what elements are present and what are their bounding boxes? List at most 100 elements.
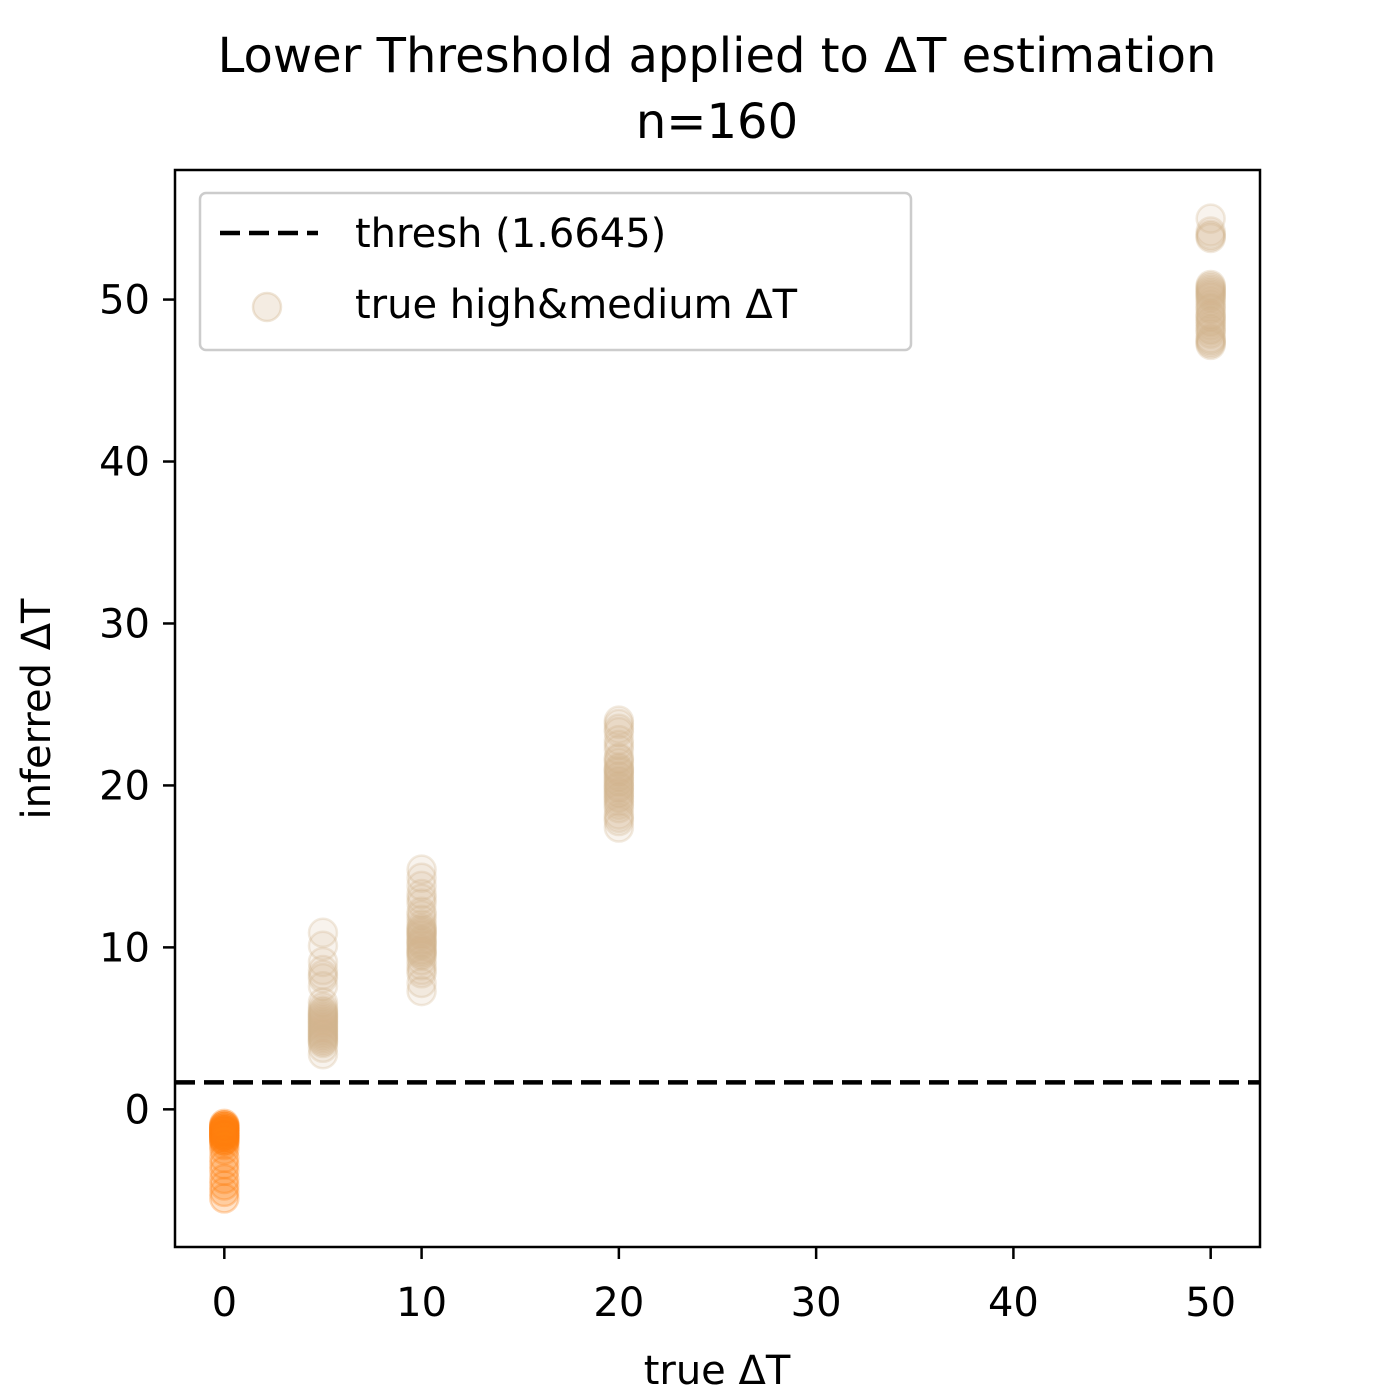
data-point <box>209 1115 240 1146</box>
data-point <box>307 1005 339 1036</box>
data-point <box>406 883 437 915</box>
data-point <box>307 959 339 991</box>
data-point <box>209 1129 240 1161</box>
data-point <box>406 919 437 950</box>
data-point <box>1195 219 1226 251</box>
data-point <box>1195 324 1226 356</box>
x-tick-label: 50 <box>1185 1280 1236 1326</box>
data-point <box>209 1120 240 1151</box>
data-point <box>603 757 635 788</box>
data-point <box>406 975 437 1007</box>
x-tick-label: 40 <box>988 1280 1039 1326</box>
data-point <box>603 770 635 801</box>
data-point <box>406 899 437 931</box>
y-tick-label: 40 <box>99 440 150 486</box>
data-point <box>406 870 437 902</box>
chart-subtitle: n=160 <box>636 94 798 150</box>
data-point <box>307 1026 339 1057</box>
points-layer <box>209 203 1226 1214</box>
data-point <box>209 1134 240 1166</box>
data-point <box>209 1116 240 1148</box>
data-point <box>209 1116 240 1148</box>
data-point <box>1195 272 1226 304</box>
data-point <box>406 940 437 971</box>
data-point <box>209 1142 240 1174</box>
data-point <box>209 1123 240 1154</box>
data-point <box>307 1021 339 1052</box>
data-point <box>1195 221 1226 252</box>
data-point <box>406 924 437 955</box>
y-tick-label: 20 <box>99 763 150 809</box>
data-point <box>307 1014 339 1046</box>
data-point <box>1195 279 1226 310</box>
data-point <box>406 920 437 952</box>
data-point <box>307 917 339 949</box>
data-point <box>406 936 437 968</box>
y-tick-label: 50 <box>99 278 150 324</box>
data-point <box>209 1149 240 1180</box>
data-point <box>1195 274 1226 306</box>
data-point <box>603 773 635 804</box>
data-point <box>209 1113 240 1145</box>
data-point <box>1195 294 1226 325</box>
data-point <box>307 930 339 962</box>
data-point <box>307 954 339 986</box>
data-point <box>1195 300 1226 332</box>
data-point <box>406 927 437 958</box>
y-tick-label: 30 <box>99 601 150 647</box>
data-point <box>603 713 635 744</box>
data-point <box>307 1009 339 1041</box>
data-point <box>1195 285 1226 317</box>
data-point <box>1195 281 1226 312</box>
data-point <box>209 1124 240 1156</box>
data-point <box>406 967 437 999</box>
x-tick-label: 10 <box>396 1280 447 1326</box>
data-point <box>406 854 437 885</box>
data-point <box>209 1115 240 1146</box>
data-point <box>1195 271 1226 302</box>
legend-box <box>198 191 913 352</box>
data-point <box>1195 305 1226 336</box>
data-point <box>307 1024 339 1055</box>
data-point <box>307 995 339 1026</box>
data-point <box>603 724 635 756</box>
y-tick-label: 0 <box>125 1087 150 1133</box>
data-point <box>603 771 635 803</box>
data-point <box>406 945 437 976</box>
data-point <box>1195 328 1226 359</box>
data-point <box>209 1120 240 1151</box>
data-point <box>307 1039 339 1070</box>
data-point <box>406 862 437 893</box>
data-point <box>209 1111 240 1143</box>
plot-frame <box>173 168 1262 1249</box>
data-point <box>209 1113 240 1145</box>
data-point <box>1195 216 1226 247</box>
data-point <box>406 915 437 947</box>
data-point <box>1195 282 1226 314</box>
data-point <box>1195 329 1226 361</box>
y-axis-label: inferred ΔT <box>14 598 60 820</box>
data-point <box>406 925 437 957</box>
data-point <box>603 747 635 779</box>
data-point <box>307 1003 339 1034</box>
x-tick-label: 20 <box>593 1280 644 1326</box>
data-point <box>603 760 635 791</box>
data-point <box>307 946 339 978</box>
data-point <box>209 1163 240 1195</box>
x-tick-label: 30 <box>791 1280 842 1326</box>
data-point <box>406 896 437 928</box>
y-axis: 0 10 20 30 40 50 <box>99 278 175 1133</box>
data-point <box>1195 310 1226 341</box>
data-point <box>209 1170 240 1201</box>
legend-threshold-label: thresh (1.6645) <box>355 211 666 257</box>
data-point <box>603 783 635 814</box>
data-point <box>1195 302 1226 333</box>
legend: thresh (1.6645) true high&medium ΔT <box>198 191 913 352</box>
data-point <box>603 789 635 821</box>
data-point <box>406 949 437 981</box>
data-point <box>603 705 635 736</box>
data-point <box>603 716 635 748</box>
data-point <box>406 909 437 940</box>
data-point <box>406 930 437 962</box>
x-axis: 0 10 20 30 40 50 <box>212 1247 1236 1326</box>
